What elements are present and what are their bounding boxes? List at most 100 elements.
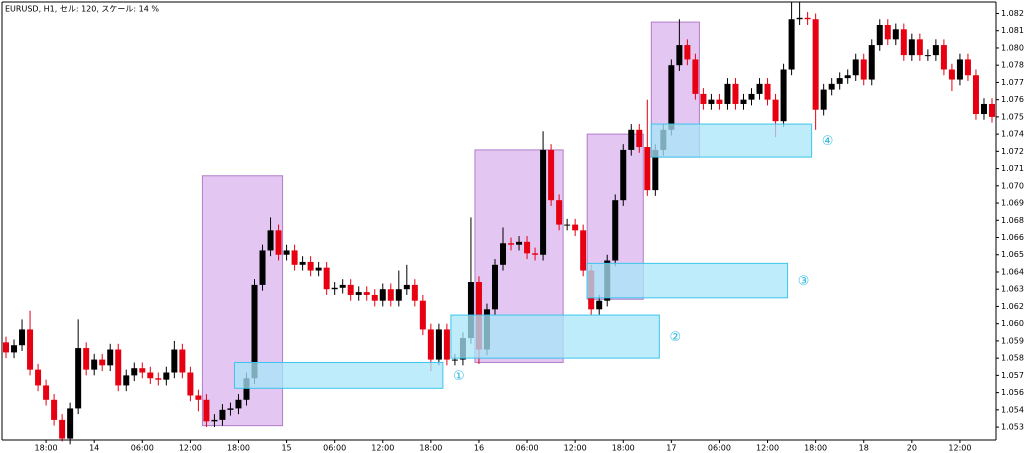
x-tick-label: 18:00 <box>419 444 442 453</box>
candle-body <box>564 224 571 226</box>
x-tick-label: 18 <box>859 444 869 453</box>
candle-body <box>732 83 739 104</box>
candle-body <box>91 359 98 370</box>
candle-body <box>307 261 314 271</box>
candle-body <box>652 149 659 191</box>
zone-label: ③ <box>798 274 810 289</box>
candle-body <box>283 250 290 255</box>
candle-body <box>980 103 987 115</box>
y-tick-label: 1.08240 <box>1001 9 1024 18</box>
candle-body <box>315 267 322 271</box>
zone-label: ④ <box>822 134 834 149</box>
candle-body <box>932 45 939 56</box>
candle-body <box>43 385 50 400</box>
candle-body <box>540 149 547 255</box>
candle-body <box>83 348 90 370</box>
candle-body <box>700 93 707 104</box>
candle-body <box>868 45 875 80</box>
candle-body <box>291 250 298 265</box>
candle-body <box>403 284 410 290</box>
candle-body <box>828 83 835 90</box>
candle-body <box>516 241 523 245</box>
candle-body <box>27 329 34 370</box>
y-tick-label: 1.05600 <box>1001 388 1024 397</box>
candle-body <box>684 45 691 60</box>
x-tick-label: 14 <box>89 444 99 453</box>
y-tick-label: 1.07760 <box>1001 78 1024 87</box>
y-tick-label: 1.07640 <box>1001 95 1024 104</box>
candle-body <box>163 372 170 380</box>
candle-body <box>988 103 995 117</box>
candle-body <box>187 372 194 396</box>
x-tick-label: 06:00 <box>708 444 731 453</box>
x-tick-label: 17 <box>666 444 676 453</box>
candle-body <box>147 372 154 379</box>
candle-body <box>195 395 202 400</box>
candle-body <box>860 59 867 80</box>
zone-box <box>650 123 813 158</box>
candle-body <box>179 349 186 373</box>
candle-body <box>532 253 539 255</box>
candle-body <box>363 292 370 295</box>
y-tick-label: 1.06200 <box>1001 302 1024 311</box>
candle-body <box>435 329 442 360</box>
candle-body <box>395 289 402 301</box>
candle-body <box>628 129 635 150</box>
candle-body <box>956 59 963 80</box>
candle-body <box>235 399 242 409</box>
chart-title: EURUSD, H1, セル: 120, スケール: 14 % <box>5 5 159 14</box>
candle-body <box>884 24 891 40</box>
x-tick-label: 20 <box>907 444 917 453</box>
y-tick-label: 1.08000 <box>1001 43 1024 52</box>
y-tick-label: 1.07040 <box>1001 181 1024 190</box>
x-tick-label: 06:00 <box>131 444 154 453</box>
candle-body <box>676 45 683 66</box>
candle-body <box>339 284 346 288</box>
candle-body <box>740 99 747 104</box>
candle-body <box>347 284 354 295</box>
candle-body <box>67 408 74 439</box>
candle-body <box>556 200 563 225</box>
candle-body <box>892 29 899 40</box>
candle-body <box>788 19 795 70</box>
y-tick-label: 1.07280 <box>1001 147 1024 156</box>
candle-body <box>836 78 843 84</box>
candle-body <box>219 409 226 420</box>
candle-body <box>211 419 218 422</box>
candle-body <box>419 300 426 330</box>
candle-body <box>724 83 731 104</box>
candle-body <box>908 39 915 56</box>
candle-body <box>748 93 755 100</box>
candle-body <box>203 399 210 422</box>
y-tick-label: 1.06680 <box>1001 233 1024 242</box>
candle-body <box>964 59 971 76</box>
candle-body <box>924 55 931 57</box>
candle-body <box>716 99 723 104</box>
candle-body <box>876 24 883 46</box>
x-tick-label: 12:00 <box>179 444 202 453</box>
candle-body <box>107 349 114 366</box>
x-tick-label: 12:00 <box>756 444 779 453</box>
x-tick-label: 18:00 <box>804 444 827 453</box>
candle-body <box>580 230 587 271</box>
candle-body <box>572 224 579 231</box>
candle-body <box>75 348 82 409</box>
candle-body <box>355 292 362 295</box>
x-tick-label: 12:00 <box>371 444 394 453</box>
candle-body <box>99 359 106 366</box>
x-tick-label: 16 <box>474 444 484 453</box>
y-tick-label: 1.06320 <box>1001 285 1024 294</box>
x-tick-label: 15 <box>281 444 291 453</box>
candle-body <box>227 408 234 410</box>
candle-body <box>812 19 819 110</box>
y-tick-label: 1.05720 <box>1001 371 1024 380</box>
candle-body <box>636 129 643 148</box>
candle-body <box>756 83 763 94</box>
candle-body <box>491 264 498 310</box>
candle-body <box>59 419 66 439</box>
candle-body <box>524 241 531 254</box>
candle-body <box>772 99 779 122</box>
candle-body <box>548 149 555 201</box>
candle-body <box>51 399 58 420</box>
